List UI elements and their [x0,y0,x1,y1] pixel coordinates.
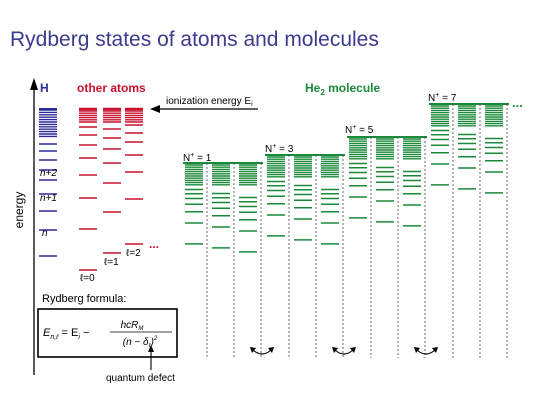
coupling-arrow-3 [414,347,438,355]
ion-label-n3: N+ = 3 [265,143,294,155]
quantum-defect-pointer-head [148,345,154,352]
rydberg-formula: En,ℓ = Ei − hcRM (n − δℓ)2 [43,320,172,349]
ionization-arrow-head [150,105,160,113]
label-l2: ℓ=2 [126,248,141,259]
svg-text:(n − δℓ)2: (n − δℓ)2 [123,336,158,349]
rydberg-formula-label: Rydberg formula: [42,293,126,305]
svg-text:hcRM: hcRM [121,320,144,332]
molecule-levels [183,103,509,358]
energy-axis-label: energy [12,192,26,229]
svg-text:En,ℓ = Ei −: En,ℓ = Ei − [43,327,89,341]
quantum-defect-label: quantum defect [106,373,175,384]
hydrogen-levels [39,108,57,257]
slide-title: Rydberg states of atoms and molecules [10,28,379,51]
label-n: n [42,228,48,239]
label-l1: ℓ=1 [104,257,119,268]
molecule-label: He2 molecule [305,81,380,97]
ion-label-n7: N+ = 7 [428,92,457,104]
formula-box [37,308,178,358]
ion-label-n1: N+ = 1 [183,152,212,164]
label-n-plus-1: n+1 [40,193,57,204]
atoms-ellipsis: ... [149,237,159,251]
coupling-arrow-1 [250,347,274,355]
label-l0: ℓ=0 [80,273,95,284]
hydrogen-label: H [40,81,49,95]
ion-label-n5: N+ = 5 [345,124,374,136]
molecule-ellipsis: ... [512,95,523,110]
energy-axis-arrowhead [30,78,38,90]
label-n-plus-2: n+2 [40,168,57,179]
other-atoms-levels [79,107,143,271]
coupling-arrow-2 [332,347,356,355]
ionization-energy-label: ionization energy Ei [166,96,253,108]
other-atoms-label: other atoms [77,81,146,95]
